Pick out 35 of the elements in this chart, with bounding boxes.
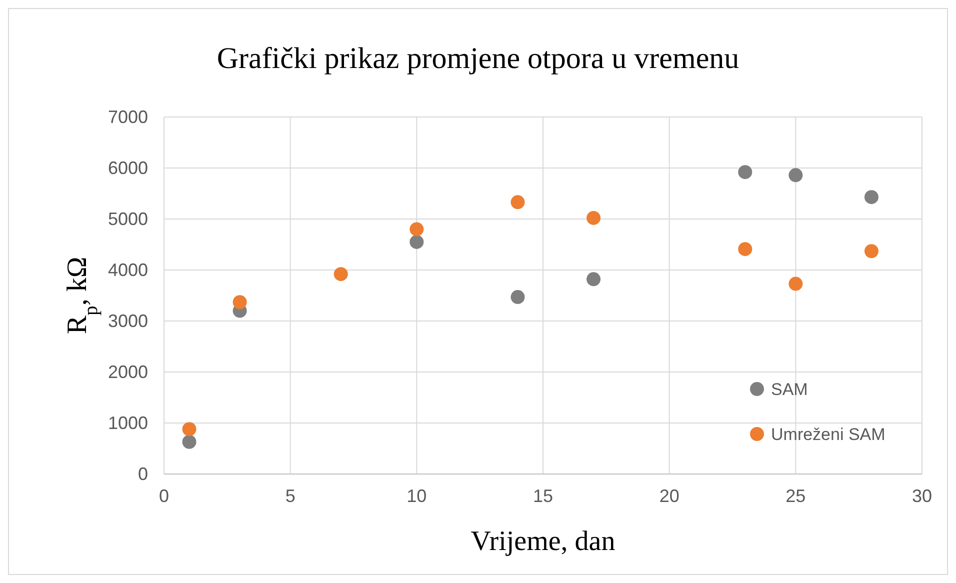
point: [410, 234, 424, 249]
y-tick-label: 7000: [108, 107, 148, 127]
point: [864, 190, 878, 204]
point: [738, 165, 752, 180]
x-tick-label: 20: [659, 486, 680, 506]
y-tick-label: 0: [138, 464, 148, 484]
point: [232, 295, 247, 310]
y-tick-label: 1000: [108, 413, 148, 433]
x-tick-label: 25: [786, 486, 806, 506]
point: [788, 168, 803, 182]
x-axis-title: Vrijeme, dan: [470, 526, 616, 557]
chart-title: Grafički prikaz promjene otpora u vremenu: [216, 42, 740, 75]
y-tick-label: 2000: [108, 362, 148, 382]
point: [410, 222, 424, 236]
point: [738, 242, 752, 256]
point: [334, 267, 348, 282]
x-tick-label: 10: [406, 486, 427, 506]
y-tick-label: 6000: [108, 158, 148, 178]
point: [510, 195, 525, 210]
x-tick-label: 30: [912, 486, 932, 506]
y-tick-label: 4000: [108, 260, 148, 280]
point: [864, 244, 878, 258]
point: [182, 434, 196, 449]
point: [182, 422, 196, 436]
point: [586, 272, 601, 286]
x-tick-label: 5: [285, 486, 296, 506]
legend-label: Umreženi SAM: [771, 425, 886, 444]
y-tick-label: 5000: [108, 209, 148, 229]
point: [788, 276, 803, 291]
y-tick-label: 3000: [108, 311, 148, 331]
point: [586, 210, 601, 225]
legend-label: SAM: [771, 380, 808, 399]
x-tick-label: 15: [532, 486, 554, 506]
x-tick-label: 0: [158, 486, 170, 506]
point: [510, 290, 525, 304]
